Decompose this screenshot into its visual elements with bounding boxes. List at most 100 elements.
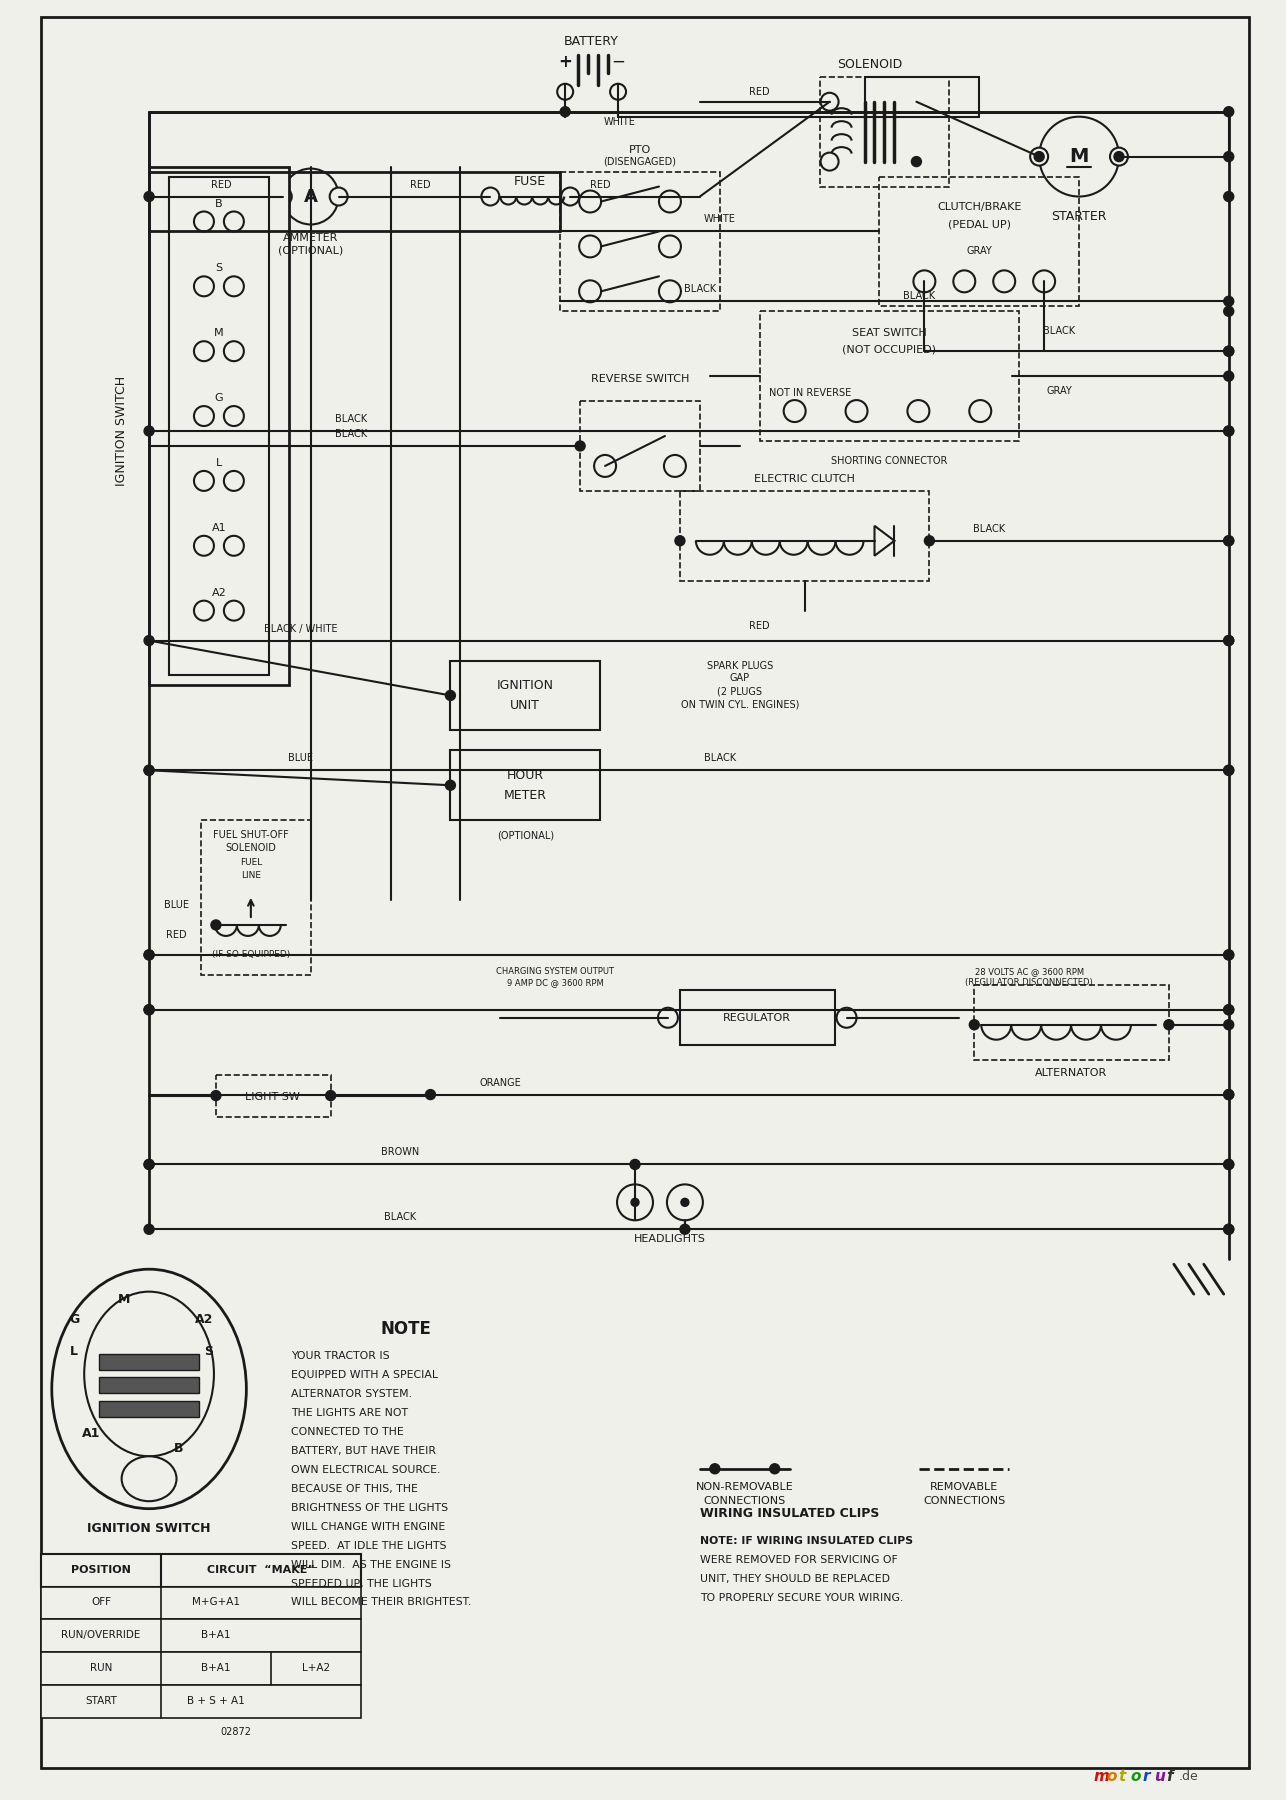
- Text: RED: RED: [750, 86, 770, 97]
- Circle shape: [846, 400, 868, 421]
- Text: RED: RED: [750, 621, 770, 630]
- Text: BLACK: BLACK: [703, 754, 736, 763]
- Circle shape: [1224, 1004, 1233, 1015]
- Text: BLACK: BLACK: [684, 284, 716, 295]
- Circle shape: [770, 1463, 779, 1474]
- Circle shape: [1224, 950, 1233, 959]
- Text: IGNITION SWITCH: IGNITION SWITCH: [114, 376, 127, 486]
- Circle shape: [1224, 106, 1233, 117]
- Text: (NOT OCCUPIED): (NOT OCCUPIED): [842, 344, 936, 355]
- Circle shape: [144, 950, 154, 959]
- Circle shape: [144, 1224, 154, 1235]
- Text: L: L: [216, 457, 222, 468]
- Circle shape: [1224, 1224, 1233, 1235]
- Text: TO PROPERLY SECURE YOUR WIRING.: TO PROPERLY SECURE YOUR WIRING.: [700, 1593, 903, 1602]
- Text: (DISENGAGED): (DISENGAGED): [603, 157, 676, 167]
- Text: SPARK PLUGS: SPARK PLUGS: [707, 661, 773, 671]
- Circle shape: [224, 472, 244, 491]
- Text: FUEL SHUT-OFF: FUEL SHUT-OFF: [213, 830, 289, 841]
- Bar: [41, 1553, 360, 1586]
- Text: HOUR: HOUR: [507, 769, 544, 781]
- Text: B+A1: B+A1: [201, 1663, 230, 1674]
- Circle shape: [579, 191, 601, 212]
- Text: FUSE: FUSE: [514, 175, 547, 187]
- Circle shape: [144, 765, 154, 776]
- Text: NOTE: IF WIRING INSULATED CLIPS: NOTE: IF WIRING INSULATED CLIPS: [700, 1535, 913, 1546]
- Circle shape: [1034, 151, 1044, 162]
- Text: IGNITION: IGNITION: [496, 679, 554, 691]
- Circle shape: [680, 1224, 689, 1235]
- Text: BECAUSE OF THIS, THE: BECAUSE OF THIS, THE: [291, 1483, 418, 1494]
- Text: B: B: [175, 1442, 184, 1456]
- Text: BLUE: BLUE: [288, 754, 314, 763]
- Text: (PEDAL UP): (PEDAL UP): [948, 220, 1011, 229]
- Bar: [99, 1400, 199, 1417]
- Text: SPEED.  AT IDLE THE LIGHTS: SPEED. AT IDLE THE LIGHTS: [291, 1541, 446, 1550]
- Circle shape: [194, 211, 213, 232]
- Circle shape: [194, 342, 213, 362]
- Text: SOLENOID: SOLENOID: [837, 58, 903, 72]
- Circle shape: [1224, 1224, 1233, 1235]
- Ellipse shape: [51, 1269, 247, 1508]
- Text: RUN/OVERRIDE: RUN/OVERRIDE: [62, 1631, 141, 1640]
- Text: u: u: [1155, 1769, 1165, 1784]
- Text: RUN: RUN: [90, 1663, 112, 1674]
- Text: BLACK / WHITE: BLACK / WHITE: [264, 623, 337, 634]
- Circle shape: [1224, 151, 1233, 162]
- Text: RED: RED: [410, 180, 431, 189]
- Circle shape: [664, 455, 685, 477]
- Text: START: START: [85, 1696, 117, 1706]
- Text: BLACK: BLACK: [334, 414, 367, 425]
- Text: (OPTIONAL): (OPTIONAL): [496, 830, 554, 841]
- Text: BROWN: BROWN: [382, 1147, 419, 1157]
- Text: NOT IN REVERSE: NOT IN REVERSE: [769, 389, 851, 398]
- Text: M: M: [118, 1292, 130, 1305]
- Text: REMOVABLE: REMOVABLE: [930, 1481, 998, 1492]
- Circle shape: [144, 427, 154, 436]
- Circle shape: [837, 1008, 856, 1028]
- Text: L+A2: L+A2: [302, 1663, 329, 1674]
- Bar: [880, 176, 1079, 306]
- Text: BLACK: BLACK: [903, 292, 935, 301]
- Text: ON TWIN CYL. ENGINES): ON TWIN CYL. ENGINES): [680, 700, 799, 709]
- Text: UNIT, THEY SHOULD BE REPLACED: UNIT, THEY SHOULD BE REPLACED: [700, 1573, 890, 1584]
- Text: BLACK: BLACK: [1043, 326, 1075, 337]
- Text: BRIGHTNESS OF THE LIGHTS: BRIGHTNESS OF THE LIGHTS: [291, 1503, 448, 1512]
- Circle shape: [1224, 1159, 1233, 1170]
- Circle shape: [194, 407, 213, 427]
- Text: WILL CHANGE WITH ENGINE: WILL CHANGE WITH ENGINE: [291, 1521, 445, 1532]
- Circle shape: [325, 1091, 336, 1100]
- Circle shape: [144, 191, 154, 202]
- Circle shape: [1224, 191, 1233, 202]
- Circle shape: [1164, 1021, 1174, 1030]
- Text: OWN ELECTRICAL SOURCE.: OWN ELECTRICAL SOURCE.: [291, 1465, 440, 1474]
- Bar: [580, 401, 700, 491]
- Circle shape: [1224, 635, 1233, 646]
- Text: G: G: [69, 1312, 80, 1325]
- Bar: [975, 985, 1169, 1060]
- Circle shape: [144, 1004, 154, 1015]
- Circle shape: [658, 281, 680, 302]
- Bar: [41, 1685, 360, 1719]
- Circle shape: [1224, 536, 1233, 545]
- Circle shape: [561, 187, 579, 205]
- Text: IGNITION SWITCH: IGNITION SWITCH: [87, 1523, 211, 1535]
- Circle shape: [224, 342, 244, 362]
- Text: THE LIGHTS ARE NOT: THE LIGHTS ARE NOT: [291, 1408, 408, 1418]
- Text: BATTERY: BATTERY: [563, 36, 619, 49]
- Ellipse shape: [122, 1456, 176, 1501]
- Circle shape: [445, 691, 455, 700]
- Text: M+G+A1: M+G+A1: [192, 1597, 240, 1607]
- Circle shape: [1224, 1004, 1233, 1015]
- Circle shape: [224, 536, 244, 556]
- Text: ALTERNATOR: ALTERNATOR: [1035, 1067, 1107, 1078]
- Circle shape: [224, 407, 244, 427]
- Text: (IF SO EQUIPPED): (IF SO EQUIPPED): [212, 950, 289, 959]
- Circle shape: [1224, 950, 1233, 959]
- Text: SHORTING CONNECTOR: SHORTING CONNECTOR: [831, 455, 948, 466]
- Text: B+A1: B+A1: [201, 1631, 230, 1640]
- Circle shape: [820, 94, 838, 112]
- Bar: [760, 311, 1020, 441]
- Text: UNIT: UNIT: [511, 698, 540, 713]
- Circle shape: [1114, 151, 1124, 162]
